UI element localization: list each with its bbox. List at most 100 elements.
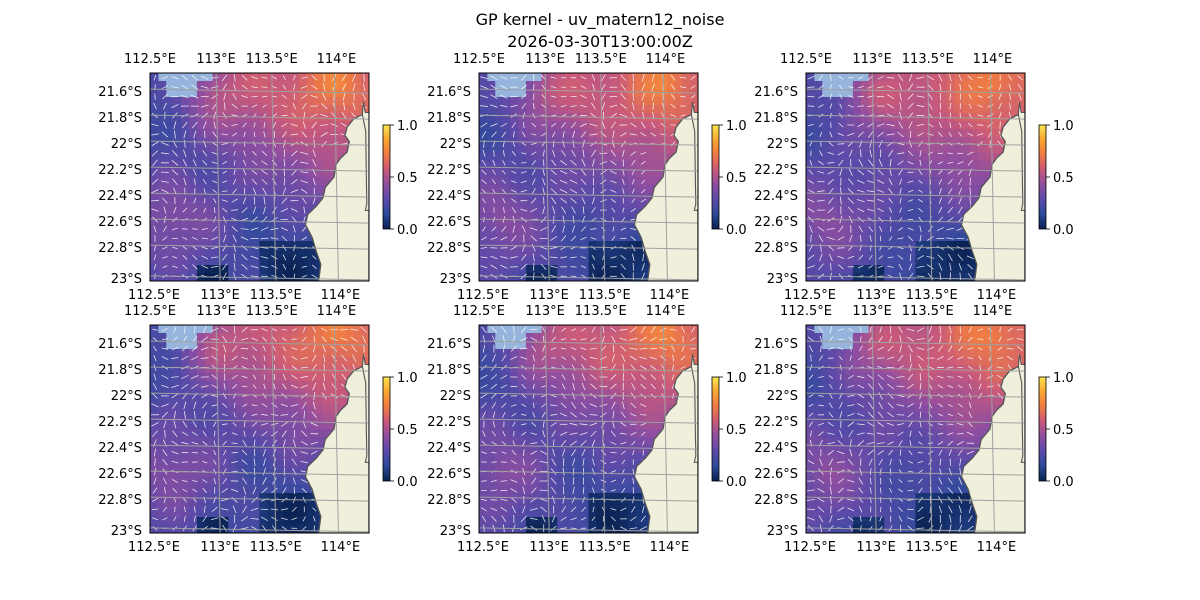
field-cell xyxy=(298,389,308,398)
lon-tick-label-top: 112.5°E xyxy=(124,52,176,67)
lat-tick-label: 22.2°S xyxy=(98,163,142,178)
field-cell xyxy=(572,129,582,138)
field-cell xyxy=(658,341,668,350)
field-cell xyxy=(322,97,331,106)
field-cell xyxy=(876,145,885,154)
field-cell xyxy=(204,381,214,390)
field-cell xyxy=(290,201,300,210)
lat-tick-label: 22°S xyxy=(111,137,142,152)
field-cell xyxy=(259,341,268,350)
field-cell xyxy=(915,249,924,258)
field-cell xyxy=(173,97,182,106)
colorbar: 1.00.50.0 xyxy=(1038,119,1074,238)
current-arrow xyxy=(172,246,178,249)
current-arrow xyxy=(857,216,864,223)
field-cell xyxy=(220,453,229,462)
field-cell xyxy=(189,169,198,178)
field-cell xyxy=(494,273,504,281)
field-cell xyxy=(259,201,268,210)
field-cell xyxy=(298,469,308,478)
field-cell xyxy=(150,257,159,266)
current-arrow xyxy=(181,95,189,99)
field-cell xyxy=(228,81,237,90)
current-arrow xyxy=(552,215,555,224)
current-arrow xyxy=(251,346,258,352)
field-cell xyxy=(845,257,854,266)
current-arrow xyxy=(947,161,954,164)
field-cell xyxy=(220,185,229,194)
field-cell xyxy=(541,209,550,218)
current-arrow xyxy=(182,168,187,176)
field-cell xyxy=(212,209,221,218)
field-cell xyxy=(267,509,276,518)
field-cell xyxy=(275,509,284,518)
current-arrow xyxy=(271,76,278,80)
current-arrow xyxy=(282,254,287,261)
field-cell xyxy=(596,177,605,186)
current-arrow xyxy=(241,366,248,370)
field-cell xyxy=(486,249,496,258)
field-cell xyxy=(821,153,831,162)
field-cell xyxy=(643,81,652,90)
field-cell xyxy=(157,273,167,281)
current-arrow xyxy=(273,374,276,380)
field-cell xyxy=(518,161,527,170)
field-cell xyxy=(196,233,206,242)
colorbar-tick-label: 1.0 xyxy=(1053,119,1074,134)
field-cell xyxy=(196,413,206,422)
current-arrow xyxy=(542,206,546,215)
current-arrow xyxy=(629,122,637,128)
field-cell xyxy=(259,453,268,462)
current-arrow xyxy=(590,237,597,240)
field-cell xyxy=(962,265,971,274)
current-arrow xyxy=(213,121,216,129)
current-arrow xyxy=(540,254,547,261)
field-cell xyxy=(282,241,292,250)
field-cell xyxy=(892,161,901,170)
field-cell xyxy=(588,421,597,430)
field-cell xyxy=(604,357,613,366)
field-cell xyxy=(494,421,504,430)
field-cell xyxy=(643,177,652,186)
current-arrow xyxy=(977,114,984,117)
lon-tick-label-top: 113.5°E xyxy=(246,304,298,319)
current-arrow xyxy=(251,104,258,108)
field-cell xyxy=(282,121,292,130)
field-cell xyxy=(985,81,995,90)
field-cell xyxy=(852,153,862,162)
field-cell xyxy=(954,241,964,250)
field-cell xyxy=(604,81,613,90)
current-arrow xyxy=(301,76,308,79)
current-arrow xyxy=(640,121,646,129)
field-cell xyxy=(220,333,229,342)
field-cell xyxy=(196,341,206,350)
field-cell xyxy=(204,469,214,478)
current-arrow xyxy=(183,130,187,139)
current-arrow xyxy=(173,326,177,333)
field-cell xyxy=(931,273,940,281)
field-cell xyxy=(557,145,566,154)
current-arrow xyxy=(819,131,823,138)
field-cell xyxy=(627,169,637,178)
field-cell xyxy=(228,373,237,382)
field-cell xyxy=(821,161,831,170)
field-cell xyxy=(658,113,668,122)
field-cell xyxy=(627,145,637,154)
field-cell xyxy=(259,437,268,446)
field-cell xyxy=(651,413,660,422)
field-cell xyxy=(243,161,253,170)
field-cell xyxy=(165,525,175,533)
field-cell xyxy=(486,217,496,226)
field-cell xyxy=(282,445,292,454)
field-cell xyxy=(181,265,190,274)
field-cell xyxy=(267,185,276,194)
field-cell xyxy=(533,201,543,210)
field-cell xyxy=(290,193,300,202)
field-cell xyxy=(243,373,253,382)
field-cell xyxy=(580,233,590,242)
current-arrow xyxy=(828,197,834,204)
current-arrow xyxy=(281,329,288,331)
field-cell xyxy=(204,241,214,250)
current-arrow xyxy=(817,226,825,232)
field-cell xyxy=(938,273,948,281)
